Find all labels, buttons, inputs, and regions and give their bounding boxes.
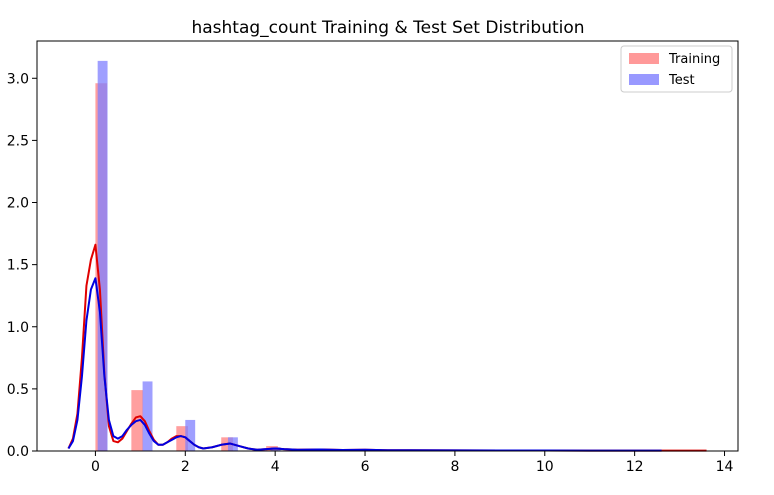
chart-title: hashtag_count Training & Test Set Distri… — [191, 18, 584, 38]
y-tick-label: 2.0 — [7, 196, 29, 212]
x-tick-label: 10 — [536, 459, 554, 475]
hist-bar-test — [143, 381, 153, 451]
y-tick-label: 1.0 — [7, 320, 29, 336]
legend-swatch-training — [629, 53, 659, 64]
kde-layer — [68, 245, 706, 451]
y-tick-label: 0.5 — [7, 382, 29, 398]
x-tick-label: 4 — [271, 459, 280, 475]
x-tick-label: 2 — [181, 459, 190, 475]
plot-frame — [37, 41, 738, 451]
x-tick-label: 0 — [91, 459, 100, 475]
x-tick-label: 14 — [716, 459, 734, 475]
y-tick-label: 2.5 — [7, 133, 29, 149]
axis-layer: 0 2 4 6 8 10 12 14 0.0 0.5 1.0 1.5 2.0 2.5 3.0 — [7, 71, 734, 475]
kde-line-test — [68, 278, 661, 450]
legend-label-training: Training — [668, 52, 720, 67]
legend: Training Test — [621, 46, 732, 92]
x-tick-label: 12 — [626, 459, 644, 475]
y-tick-label: 0.0 — [7, 444, 29, 460]
x-tick-label: 8 — [450, 459, 459, 475]
y-tick-label: 1.5 — [7, 258, 29, 274]
y-tick-label: 3.0 — [7, 71, 29, 87]
legend-label-test: Test — [668, 73, 695, 88]
legend-swatch-test — [629, 74, 659, 85]
histogram-layer — [95, 61, 682, 451]
hist-bar-test — [185, 420, 195, 451]
kde-line-training — [68, 245, 706, 451]
x-tick-label: 6 — [361, 459, 370, 475]
